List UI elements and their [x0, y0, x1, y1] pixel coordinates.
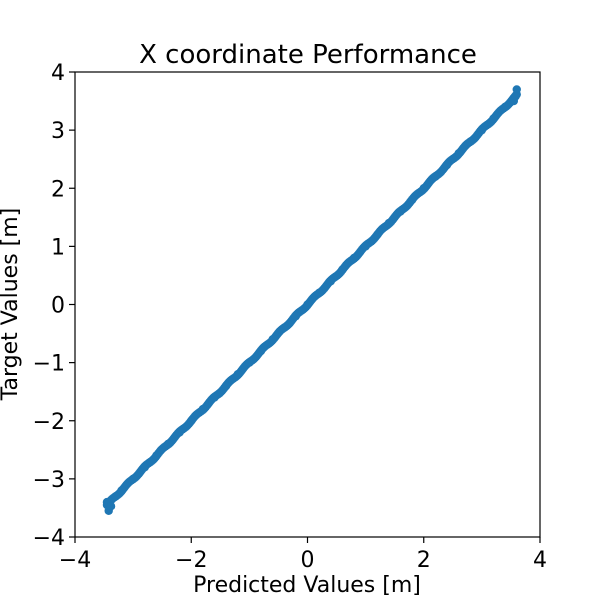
x-axis-label: Predicted Values [m]	[193, 573, 421, 598]
scatter-point	[187, 416, 196, 425]
scatter-point	[361, 242, 370, 251]
x-tick-label: −2	[175, 548, 207, 573]
x-axis-ticks: −4 −2 0 2 4	[59, 537, 547, 573]
scatter-point	[221, 381, 231, 391]
scatter-point	[210, 393, 219, 402]
y-tick-label: 0	[51, 294, 65, 319]
scatter-point	[396, 207, 405, 216]
chart-title: X coordinate Performance	[139, 40, 477, 70]
scatter-point	[117, 486, 126, 495]
scatter-point	[407, 195, 417, 205]
x-tick-label: 2	[417, 548, 431, 573]
y-tick-label: −2	[33, 410, 65, 435]
scatter-point	[454, 149, 463, 158]
scatter-point	[477, 125, 487, 135]
y-tick-label: 1	[51, 235, 65, 260]
scatter-point	[303, 300, 312, 309]
y-axis-ticks: −4 −3 −2 −1 0 1 2 3 4	[33, 61, 75, 551]
scatter-point	[512, 85, 521, 94]
scatter-point	[511, 92, 520, 101]
scatter-point	[280, 323, 289, 332]
scatter-point	[326, 277, 335, 286]
scatter-point	[140, 463, 149, 472]
scatter-point	[128, 474, 138, 484]
scatter-point	[233, 370, 242, 379]
data-points	[102, 85, 521, 516]
y-tick-label: 4	[51, 61, 65, 86]
scatter-point	[500, 102, 510, 112]
x-tick-label: −4	[59, 548, 91, 573]
x-tick-label: 4	[533, 548, 547, 573]
y-tick-label: −3	[33, 468, 65, 493]
scatter-point	[163, 439, 173, 449]
scatter-point	[442, 160, 452, 170]
scatter-point	[152, 451, 161, 460]
scatter-point	[291, 311, 301, 321]
scatter-point	[419, 184, 428, 193]
y-axis-label: Target Values [m]	[0, 208, 23, 402]
scatter-point	[198, 404, 208, 414]
scatter-point	[349, 253, 359, 263]
y-tick-label: −1	[33, 352, 65, 377]
scatter-point	[106, 501, 116, 511]
scatter-point	[384, 218, 394, 228]
scatter-point	[338, 265, 347, 274]
scatter-point	[373, 230, 382, 239]
scatter-point	[268, 335, 277, 344]
scatter-point	[256, 346, 266, 356]
y-tick-label: −4	[33, 526, 65, 551]
y-tick-label: 3	[51, 119, 65, 144]
scatter-point	[431, 172, 440, 181]
x-tick-label: 0	[301, 548, 315, 573]
scatter-point	[111, 492, 120, 501]
scatter-point	[466, 137, 475, 146]
scatter-point	[489, 114, 498, 123]
scatter-point	[314, 288, 324, 298]
scatter-point	[245, 358, 254, 367]
scatter-point	[175, 428, 184, 437]
y-tick-label: 2	[51, 177, 65, 202]
